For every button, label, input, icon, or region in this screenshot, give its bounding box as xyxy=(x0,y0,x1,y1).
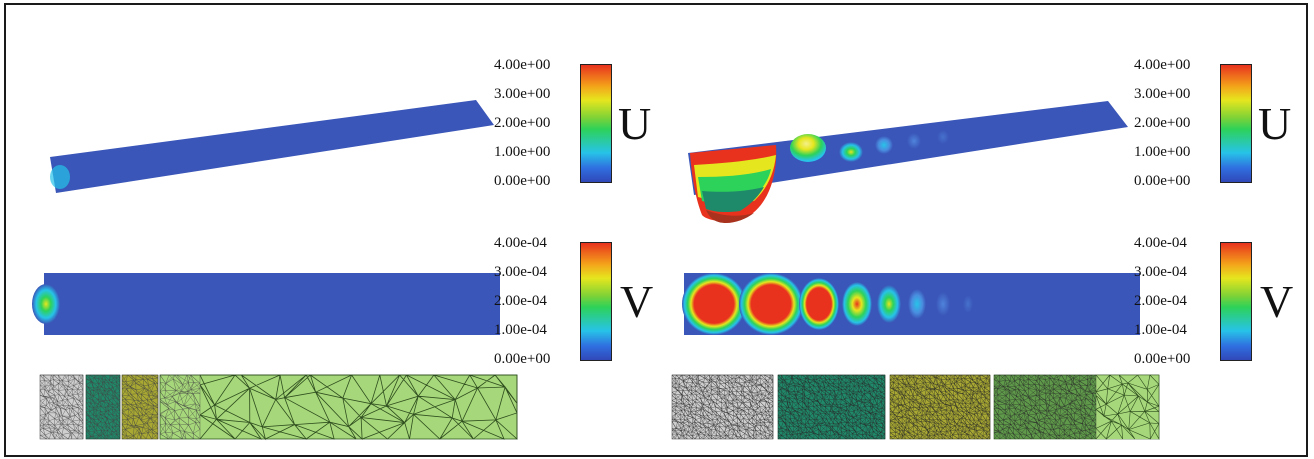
tick: 4.00e-04 xyxy=(494,235,547,251)
tick: 1.00e+00 xyxy=(1134,144,1191,160)
right-mesh-strip xyxy=(671,374,1160,441)
right-u-wave-2 xyxy=(839,142,863,162)
left-v-rect xyxy=(44,273,500,335)
variable-label: U xyxy=(1258,98,1292,149)
right-u-wave-1 xyxy=(790,134,826,162)
tick: 3.00e-04 xyxy=(494,264,547,280)
left-v-hotspot xyxy=(32,284,60,324)
left-mesh-strip xyxy=(39,374,518,441)
left-u-surface xyxy=(32,100,1160,441)
tick: 2.00e+00 xyxy=(1134,115,1191,131)
tick: 1.00e-04 xyxy=(494,322,547,338)
tick: 1.00e+00 xyxy=(494,144,551,160)
right-v-blob-6 xyxy=(908,289,926,319)
right-v-blob-5 xyxy=(877,285,901,323)
figure-frame: 4.00e+00 3.00e+00 2.00e+00 1.00e+00 0.00… xyxy=(4,3,1308,457)
variable-label: V xyxy=(1260,276,1294,327)
right-u-strip xyxy=(688,101,1128,195)
tick: 0.00e+00 xyxy=(1134,351,1191,367)
variable-label: V xyxy=(620,276,654,327)
left-u-strip xyxy=(50,100,494,193)
right-v-blob-3 xyxy=(799,278,839,330)
tick: 4.00e+00 xyxy=(1134,57,1191,73)
right-v-blob-4 xyxy=(842,282,872,326)
tick: 4.00e+00 xyxy=(494,57,551,73)
right-v-blob-7 xyxy=(936,292,950,316)
tick: 4.00e-04 xyxy=(1134,235,1187,251)
tick: 1.00e-04 xyxy=(1134,322,1187,338)
right-u-wave-5 xyxy=(937,130,949,144)
right-u-wave-4 xyxy=(907,133,921,149)
tick: 2.00e+00 xyxy=(494,115,551,131)
tick: 3.00e-04 xyxy=(1134,264,1187,280)
colorbar-gradient xyxy=(1220,242,1252,361)
right-v-blob-2 xyxy=(739,273,803,335)
tick: 3.00e+00 xyxy=(1134,86,1191,102)
colorbar-gradient xyxy=(1220,64,1252,183)
right-v-blob-1 xyxy=(682,273,746,335)
colorbar-gradient xyxy=(580,242,612,361)
colorbar-gradient xyxy=(580,64,612,183)
tick: 0.00e+00 xyxy=(1134,173,1191,189)
tick: 0.00e+00 xyxy=(494,351,551,367)
right-v-blob-8 xyxy=(963,295,973,313)
right-u-wave-3 xyxy=(875,136,893,154)
tick: 2.00e-04 xyxy=(494,293,547,309)
tick: 2.00e-04 xyxy=(1134,293,1187,309)
tick: 3.00e+00 xyxy=(494,86,551,102)
left-u-hotspot xyxy=(50,165,70,189)
tick: 0.00e+00 xyxy=(494,173,551,189)
variable-label: U xyxy=(618,98,652,149)
